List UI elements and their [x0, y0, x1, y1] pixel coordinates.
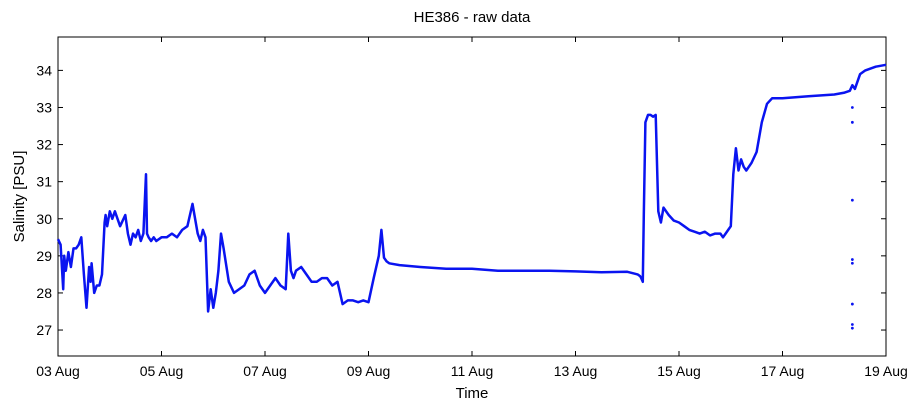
y-tick-label: 27	[36, 322, 52, 338]
outlier-point	[850, 323, 854, 326]
y-tick-label: 28	[36, 285, 52, 301]
x-tick-label: 03 Aug	[36, 363, 80, 379]
x-tick-label: 15 Aug	[657, 363, 701, 379]
y-tick-label: 34	[36, 62, 52, 78]
chart-title: HE386 - raw data	[414, 9, 531, 26]
y-tick-label: 30	[36, 211, 52, 227]
x-axis-title: Time	[456, 385, 489, 402]
salinity-series-line	[56, 63, 887, 313]
outlier-point	[850, 106, 854, 109]
outlier-point	[850, 326, 854, 330]
outlier-point	[850, 258, 854, 261]
y-tick-label: 29	[36, 248, 52, 264]
x-tick-label: 19 Aug	[864, 363, 908, 379]
x-tick-label: 09 Aug	[347, 363, 391, 379]
x-tick-label: 07 Aug	[243, 363, 287, 379]
y-tick-label: 33	[36, 99, 52, 115]
x-tick-label: 13 Aug	[554, 363, 598, 379]
x-tick-label: 11 Aug	[451, 363, 494, 379]
y-axis-title: Salinity [PSU]	[11, 151, 28, 243]
plot-area: 27 28 29 30 31 32 33 34 03 Aug 05 Aug 07 Aug 09 Aug…	[36, 36, 908, 379]
x-tick-label: 05 Aug	[140, 363, 184, 379]
outlier-point	[850, 120, 854, 124]
plot-frame	[57, 36, 887, 357]
y-tick-label: 32	[36, 137, 52, 153]
outlier-point	[850, 302, 854, 306]
outlier-point	[850, 261, 854, 265]
y-tick-label: 31	[36, 174, 52, 190]
x-tick-label: 17 Aug	[761, 363, 805, 379]
outlier-point	[850, 198, 854, 202]
